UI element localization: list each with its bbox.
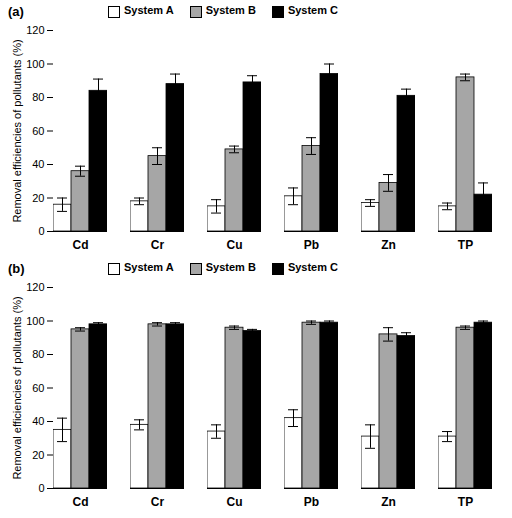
svg-text:120: 120 bbox=[26, 281, 44, 293]
svg-text:120: 120 bbox=[26, 24, 44, 36]
svg-text:80: 80 bbox=[32, 91, 44, 103]
html-text:System B: System B bbox=[205, 4, 256, 17]
svg-text:Cd: Cd bbox=[73, 495, 89, 509]
html-text:System A: System A bbox=[124, 261, 174, 274]
svg-text:40: 40 bbox=[32, 415, 44, 427]
svg-text:40: 40 bbox=[32, 158, 44, 170]
svg-text:Cu: Cu bbox=[227, 238, 243, 252]
html-text:System A: System A bbox=[124, 4, 174, 17]
svg-text:100: 100 bbox=[26, 58, 44, 70]
svg-text:Zn: Zn bbox=[381, 238, 396, 252]
svg-text:Removal efficiencies of pollut: Removal efficiencies of pollutants (%) bbox=[11, 296, 23, 479]
html-text:System C: System C bbox=[287, 261, 338, 274]
svg-text:100: 100 bbox=[26, 315, 44, 327]
svg-text:Zn: Zn bbox=[381, 495, 396, 509]
html-text:(b): (b) bbox=[8, 260, 25, 276]
svg-text:0: 0 bbox=[38, 482, 44, 494]
svg-text:Cr: Cr bbox=[151, 495, 165, 509]
svg-text:TP: TP bbox=[458, 495, 473, 509]
svg-text:Cr: Cr bbox=[151, 238, 165, 252]
html-text:(a): (a) bbox=[8, 3, 24, 19]
svg-text:Pb: Pb bbox=[304, 495, 319, 509]
svg-text:TP: TP bbox=[458, 238, 473, 252]
svg-text:60: 60 bbox=[32, 382, 44, 394]
html-text:System C: System C bbox=[287, 4, 338, 17]
svg-text:20: 20 bbox=[32, 449, 44, 461]
svg-text:60: 60 bbox=[32, 125, 44, 137]
svg-text:80: 80 bbox=[32, 348, 44, 360]
svg-text:Cu: Cu bbox=[227, 495, 243, 509]
svg-text:Cd: Cd bbox=[73, 238, 89, 252]
svg-text:Pb: Pb bbox=[304, 238, 319, 252]
html-text:System B: System B bbox=[205, 261, 256, 274]
svg-text:0: 0 bbox=[38, 225, 44, 237]
svg-text:20: 20 bbox=[32, 192, 44, 204]
svg-text:Removal efficiencies of pollut: Removal efficiencies of pollutants (%) bbox=[11, 39, 23, 222]
